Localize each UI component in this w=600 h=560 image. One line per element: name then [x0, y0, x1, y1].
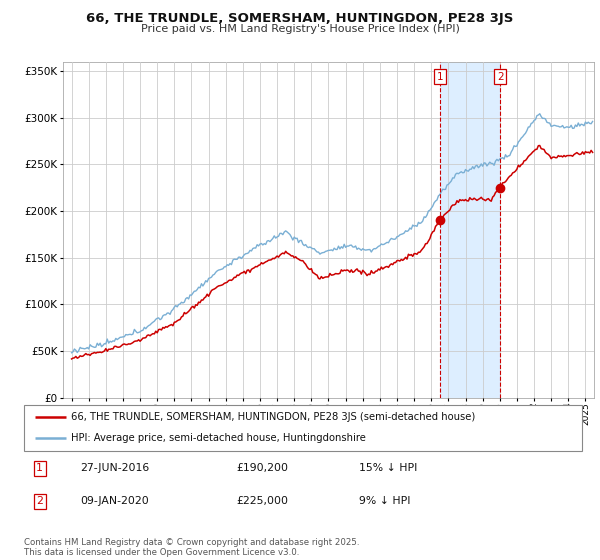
- Text: Contains HM Land Registry data © Crown copyright and database right 2025.
This d: Contains HM Land Registry data © Crown c…: [24, 538, 359, 557]
- Bar: [440, 62, 500, 398]
- Text: Price paid vs. HM Land Registry's House Price Index (HPI): Price paid vs. HM Land Registry's House …: [140, 24, 460, 34]
- Text: 66, THE TRUNDLE, SOMERSHAM, HUNTINGDON, PE28 3JS: 66, THE TRUNDLE, SOMERSHAM, HUNTINGDON, …: [86, 12, 514, 25]
- Text: £225,000: £225,000: [236, 496, 288, 506]
- Text: 15% ↓ HPI: 15% ↓ HPI: [359, 464, 417, 473]
- Text: 66, THE TRUNDLE, SOMERSHAM, HUNTINGDON, PE28 3JS (semi-detached house): 66, THE TRUNDLE, SOMERSHAM, HUNTINGDON, …: [71, 412, 476, 422]
- Text: 1: 1: [436, 72, 443, 82]
- Text: 9% ↓ HPI: 9% ↓ HPI: [359, 496, 410, 506]
- Text: £190,200: £190,200: [236, 464, 288, 473]
- FancyBboxPatch shape: [24, 405, 582, 451]
- Text: 1: 1: [36, 464, 43, 473]
- Text: 27-JUN-2016: 27-JUN-2016: [80, 464, 149, 473]
- Text: 2: 2: [497, 72, 503, 82]
- Text: HPI: Average price, semi-detached house, Huntingdonshire: HPI: Average price, semi-detached house,…: [71, 433, 367, 444]
- Text: 09-JAN-2020: 09-JAN-2020: [80, 496, 149, 506]
- Text: 2: 2: [36, 496, 43, 506]
